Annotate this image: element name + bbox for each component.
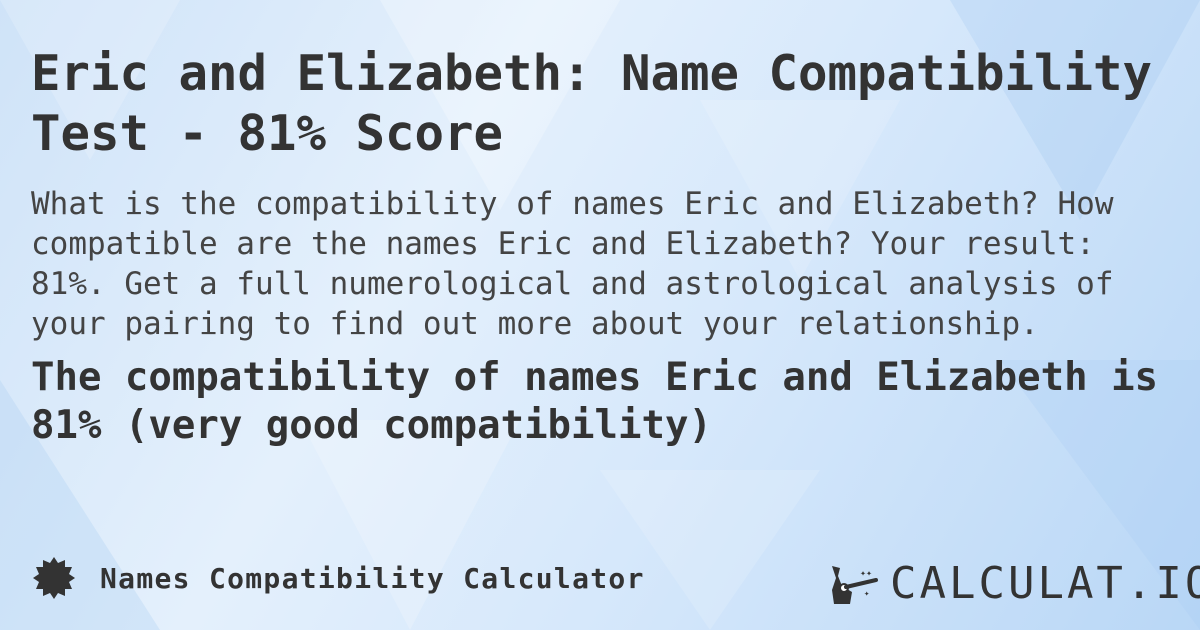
badge-icon bbox=[33, 557, 75, 599]
svg-text:✦✦: ✦✦ bbox=[860, 568, 872, 579]
magic-hand-wand-icon: ✦✦ ✦ bbox=[832, 565, 878, 604]
page-title: Eric and Elizabeth: Name Compatibility T… bbox=[31, 45, 1153, 162]
main-content: Eric and Elizabeth: Name Compatibility T… bbox=[31, 44, 1171, 450]
calculator-label: Names Compatibility Calculator bbox=[32, 556, 645, 600]
description: What is the compatibility of names Eric … bbox=[31, 186, 1114, 342]
svg-text:✦: ✦ bbox=[864, 589, 870, 599]
logo-text: CALCULAT.IO bbox=[890, 558, 1200, 609]
calculator-name: Names Compatibility Calculator bbox=[100, 561, 645, 595]
result-text: The compatibility of names Eric and Eliz… bbox=[31, 355, 1159, 448]
calculat-io-logo[interactable]: ✦✦ ✦ CALCULAT.IO bbox=[828, 558, 1200, 609]
